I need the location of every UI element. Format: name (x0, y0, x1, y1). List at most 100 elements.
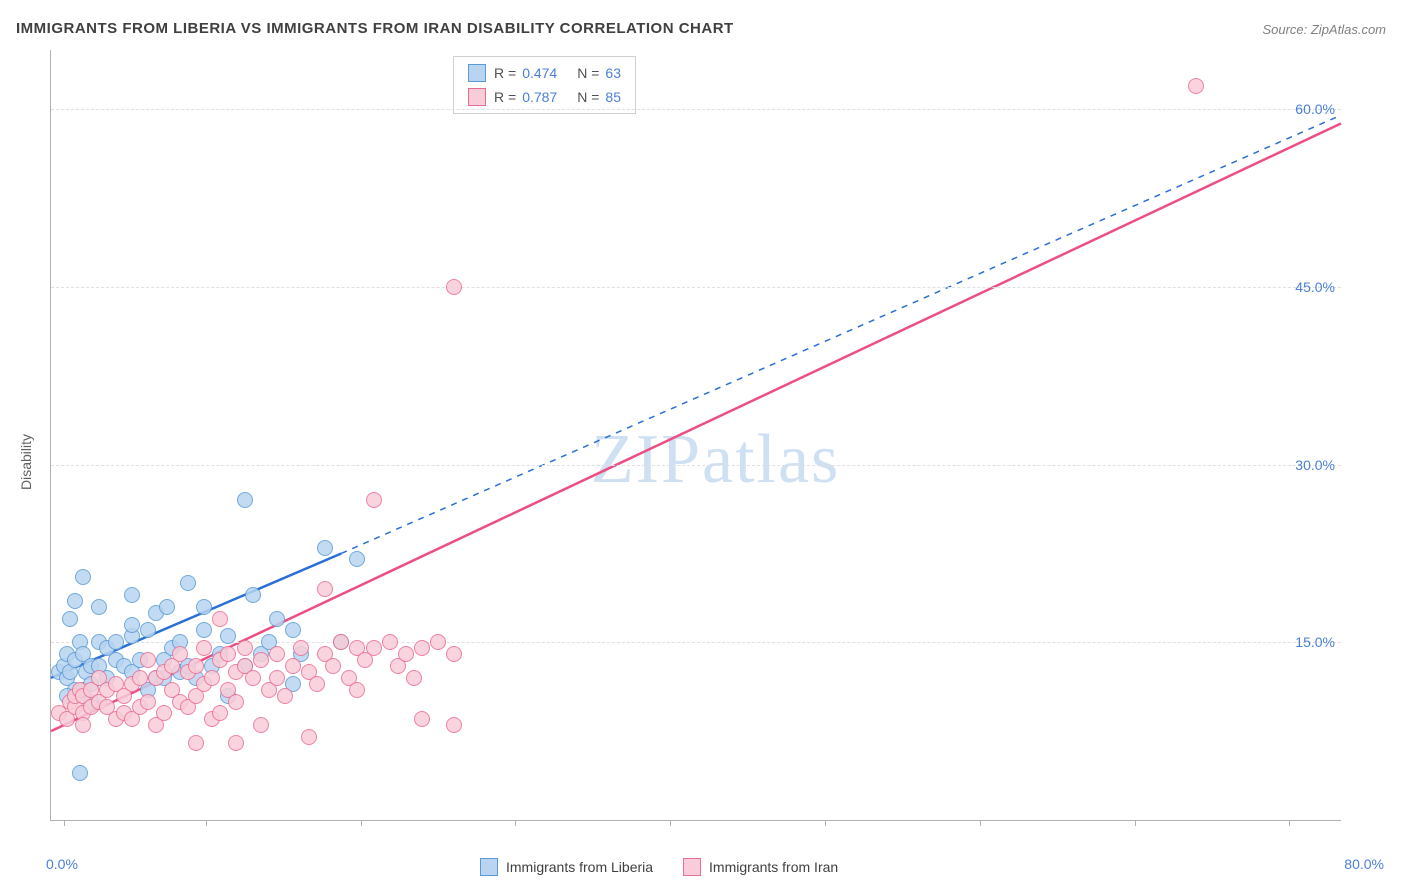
r-value-iran: 0.787 (522, 89, 557, 105)
point-iran (269, 646, 285, 662)
gridline (51, 287, 1341, 288)
point-liberia (124, 617, 140, 633)
point-iran (333, 634, 349, 650)
point-liberia (269, 611, 285, 627)
point-liberia (317, 540, 333, 556)
point-iran (228, 694, 244, 710)
y-tick-label: 45.0% (1295, 279, 1335, 295)
stats-row-liberia: R = 0.474 N = 63 (454, 61, 635, 85)
chart-svg-layer (51, 50, 1341, 820)
x-tick (206, 820, 207, 826)
chart-title: IMMIGRANTS FROM LIBERIA VS IMMIGRANTS FR… (16, 20, 734, 37)
legend-label-liberia: Immigrants from Liberia (506, 859, 653, 875)
x-tick (1289, 820, 1290, 826)
point-liberia (196, 622, 212, 638)
point-iran (237, 640, 253, 656)
gridline (51, 465, 1341, 466)
point-iran (212, 705, 228, 721)
y-tick-label: 15.0% (1295, 634, 1335, 650)
point-iran (293, 640, 309, 656)
trendline-liberia-dashed (341, 115, 1341, 553)
point-liberia (285, 622, 301, 638)
point-liberia (237, 492, 253, 508)
point-iran (309, 676, 325, 692)
point-liberia (67, 593, 83, 609)
point-iran (1188, 78, 1204, 94)
x-axis-min-label: 0.0% (46, 856, 78, 872)
point-iran (349, 682, 365, 698)
point-iran (430, 634, 446, 650)
point-iran (406, 670, 422, 686)
stats-legend-box: R = 0.474 N = 63 R = 0.787 N = 85 (453, 56, 636, 114)
swatch-liberia-icon (468, 64, 486, 82)
chart-plot-area: ZIPatlas R = 0.474 N = 63 R = 0.787 N = … (50, 50, 1341, 821)
x-tick (825, 820, 826, 826)
point-iran (140, 694, 156, 710)
point-iran (382, 634, 398, 650)
source-attribution: Source: ZipAtlas.com (1262, 22, 1386, 37)
point-iran (188, 735, 204, 751)
y-tick-label: 30.0% (1295, 457, 1335, 473)
point-iran (212, 611, 228, 627)
point-iran (253, 652, 269, 668)
point-iran (398, 646, 414, 662)
point-liberia (180, 575, 196, 591)
point-iran (172, 646, 188, 662)
point-iran (188, 658, 204, 674)
y-axis-label: Disability (18, 434, 34, 490)
n-value-iran: 85 (605, 89, 621, 105)
point-liberia (159, 599, 175, 615)
point-iran (220, 646, 236, 662)
bottom-legend: Immigrants from Liberia Immigrants from … (480, 858, 838, 876)
point-iran (301, 729, 317, 745)
point-liberia (196, 599, 212, 615)
r-value-liberia: 0.474 (522, 65, 557, 81)
x-tick (980, 820, 981, 826)
stats-row-iran: R = 0.787 N = 85 (454, 85, 635, 109)
point-iran (325, 658, 341, 674)
point-iran (140, 652, 156, 668)
n-label: N = (577, 89, 599, 105)
point-iran (277, 688, 293, 704)
gridline (51, 109, 1341, 110)
point-liberia (62, 611, 78, 627)
point-iran (446, 646, 462, 662)
swatch-liberia-icon (480, 858, 498, 876)
point-liberia (72, 765, 88, 781)
point-iran (366, 492, 382, 508)
point-iran (366, 640, 382, 656)
point-iran (414, 640, 430, 656)
point-iran (269, 670, 285, 686)
point-iran (75, 717, 91, 733)
x-tick (670, 820, 671, 826)
swatch-iran-icon (683, 858, 701, 876)
point-liberia (91, 599, 107, 615)
x-axis-max-label: 80.0% (1344, 856, 1384, 872)
point-liberia (108, 634, 124, 650)
swatch-iran-icon (468, 88, 486, 106)
point-iran (446, 717, 462, 733)
x-tick (361, 820, 362, 826)
point-liberia (349, 551, 365, 567)
point-liberia (140, 622, 156, 638)
x-tick (1135, 820, 1136, 826)
r-label: R = (494, 65, 516, 81)
point-iran (245, 670, 261, 686)
point-iran (132, 670, 148, 686)
x-tick (515, 820, 516, 826)
point-iran (196, 640, 212, 656)
legend-label-iran: Immigrants from Iran (709, 859, 838, 875)
point-iran (414, 711, 430, 727)
point-iran (253, 717, 269, 733)
point-iran (317, 581, 333, 597)
point-liberia (75, 569, 91, 585)
y-tick-label: 60.0% (1295, 101, 1335, 117)
n-label: N = (577, 65, 599, 81)
point-iran (228, 735, 244, 751)
point-iran (446, 279, 462, 295)
point-liberia (245, 587, 261, 603)
point-liberia (220, 628, 236, 644)
r-label: R = (494, 89, 516, 105)
x-tick (64, 820, 65, 826)
point-iran (204, 670, 220, 686)
